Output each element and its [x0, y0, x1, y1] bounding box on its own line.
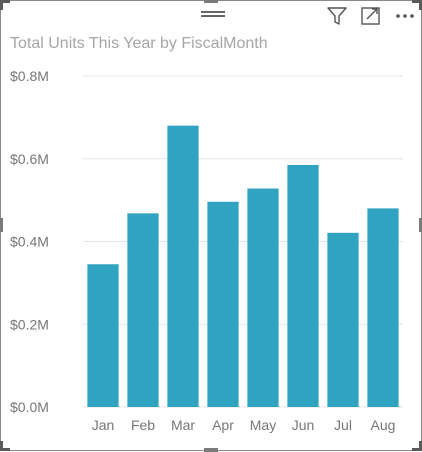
- x-tick-label: Jul: [334, 417, 352, 433]
- bar-jul[interactable]: [327, 232, 359, 407]
- bar-apr[interactable]: [207, 201, 239, 407]
- chart-title: Total Units This Year by FiscalMonth: [10, 35, 268, 52]
- x-tick-label: Apr: [212, 417, 234, 433]
- resize-handle-bottom[interactable]: [204, 448, 218, 452]
- drag-handle-icon[interactable]: [201, 9, 225, 19]
- y-tick-label: $0.8M: [10, 68, 49, 84]
- resize-handle-right[interactable]: [419, 218, 422, 232]
- filter-icon[interactable]: [325, 4, 349, 28]
- x-tick-label: Mar: [171, 417, 195, 433]
- x-tick-label: May: [250, 417, 276, 433]
- resize-corner-top-left[interactable]: [0, 0, 10, 10]
- y-tick-label: $0.4M: [10, 234, 49, 250]
- bar-aug[interactable]: [367, 208, 399, 407]
- x-tick-label: Feb: [131, 417, 155, 433]
- resize-corner-top-right[interactable]: [412, 0, 422, 10]
- focus-mode-icon[interactable]: [359, 4, 383, 28]
- resize-corner-bottom-left[interactable]: [0, 441, 10, 451]
- bar-may[interactable]: [247, 188, 279, 407]
- y-tick-label: $0.0M: [10, 399, 49, 415]
- resize-handle-top[interactable]: [204, 0, 218, 3]
- x-tick-label: Jun: [292, 417, 315, 433]
- y-tick-label: $0.6M: [10, 151, 49, 167]
- resize-handle-left[interactable]: [0, 218, 3, 232]
- x-tick-label: Aug: [371, 417, 396, 433]
- x-tick-label: Jan: [92, 417, 115, 433]
- bar-feb[interactable]: [127, 213, 159, 407]
- bar-mar[interactable]: [167, 125, 199, 408]
- visual-toolbar: [325, 4, 417, 28]
- y-tick-label: $0.2M: [10, 316, 49, 332]
- resize-corner-bottom-right[interactable]: [412, 441, 422, 451]
- bar-jan[interactable]: [87, 264, 119, 407]
- bar-jun[interactable]: [287, 164, 319, 407]
- more-options-icon[interactable]: [393, 4, 417, 28]
